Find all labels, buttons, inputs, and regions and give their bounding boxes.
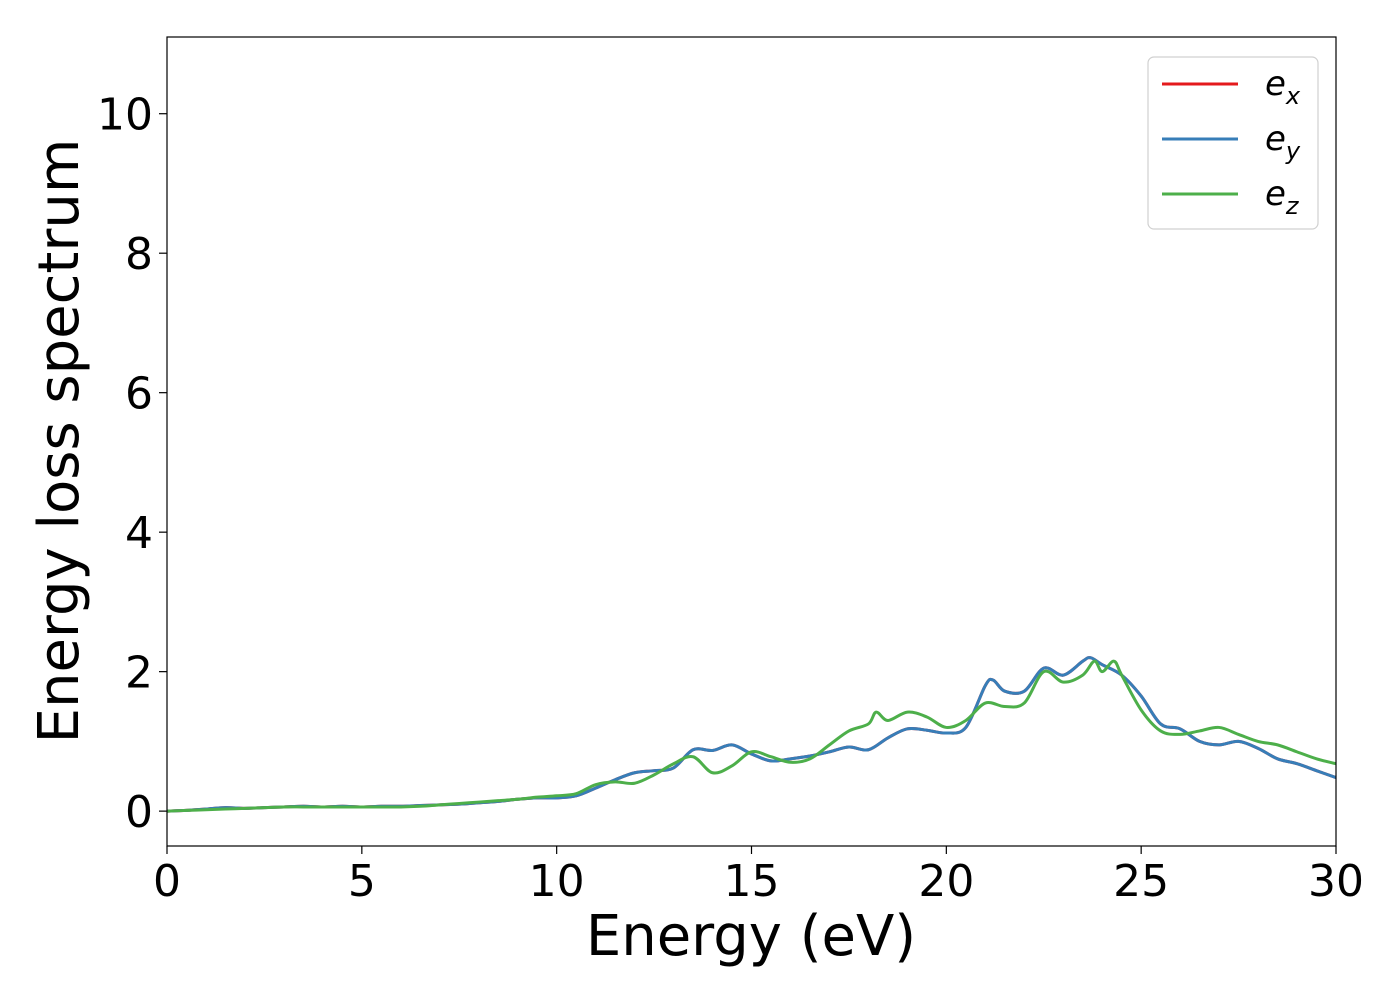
- axes-layer: 0 5 10 15 20 25 30 0 2 4 6 8 10: [97, 36, 1364, 907]
- x-tick-label: 30: [1308, 856, 1364, 907]
- legend-label-ex: ex: [1265, 64, 1301, 110]
- x-tick-label: 15: [724, 856, 780, 907]
- x-tick-label: 5: [348, 856, 376, 907]
- series-line-ex: [167, 656, 1336, 813]
- y-tick-label: 0: [125, 787, 153, 838]
- legend-label-ey: ey: [1265, 119, 1301, 165]
- y-tick-label: 6: [125, 369, 153, 420]
- y-tick-label: 2: [125, 648, 153, 699]
- legend: ex ey ez: [1147, 56, 1319, 230]
- legend-label-ez: ez: [1265, 174, 1300, 220]
- x-tick-label: 20: [918, 856, 974, 907]
- y-tick-label: 8: [125, 229, 153, 280]
- legend-box: [1147, 56, 1319, 230]
- x-tick-label: 0: [153, 856, 181, 907]
- series-line-ez: [167, 659, 1336, 813]
- x-tick-label: 10: [529, 856, 585, 907]
- series-line-ey: [167, 656, 1336, 813]
- x-axis-label: Energy (eV): [586, 904, 916, 969]
- y-axis-label: Energy loss spectrum: [27, 139, 92, 744]
- plot-layer: [167, 656, 1336, 813]
- y-tick-label: 10: [97, 90, 153, 141]
- series-lines: [167, 656, 1336, 813]
- x-tick-label: 25: [1113, 856, 1169, 907]
- y-tick-label: 4: [125, 508, 153, 559]
